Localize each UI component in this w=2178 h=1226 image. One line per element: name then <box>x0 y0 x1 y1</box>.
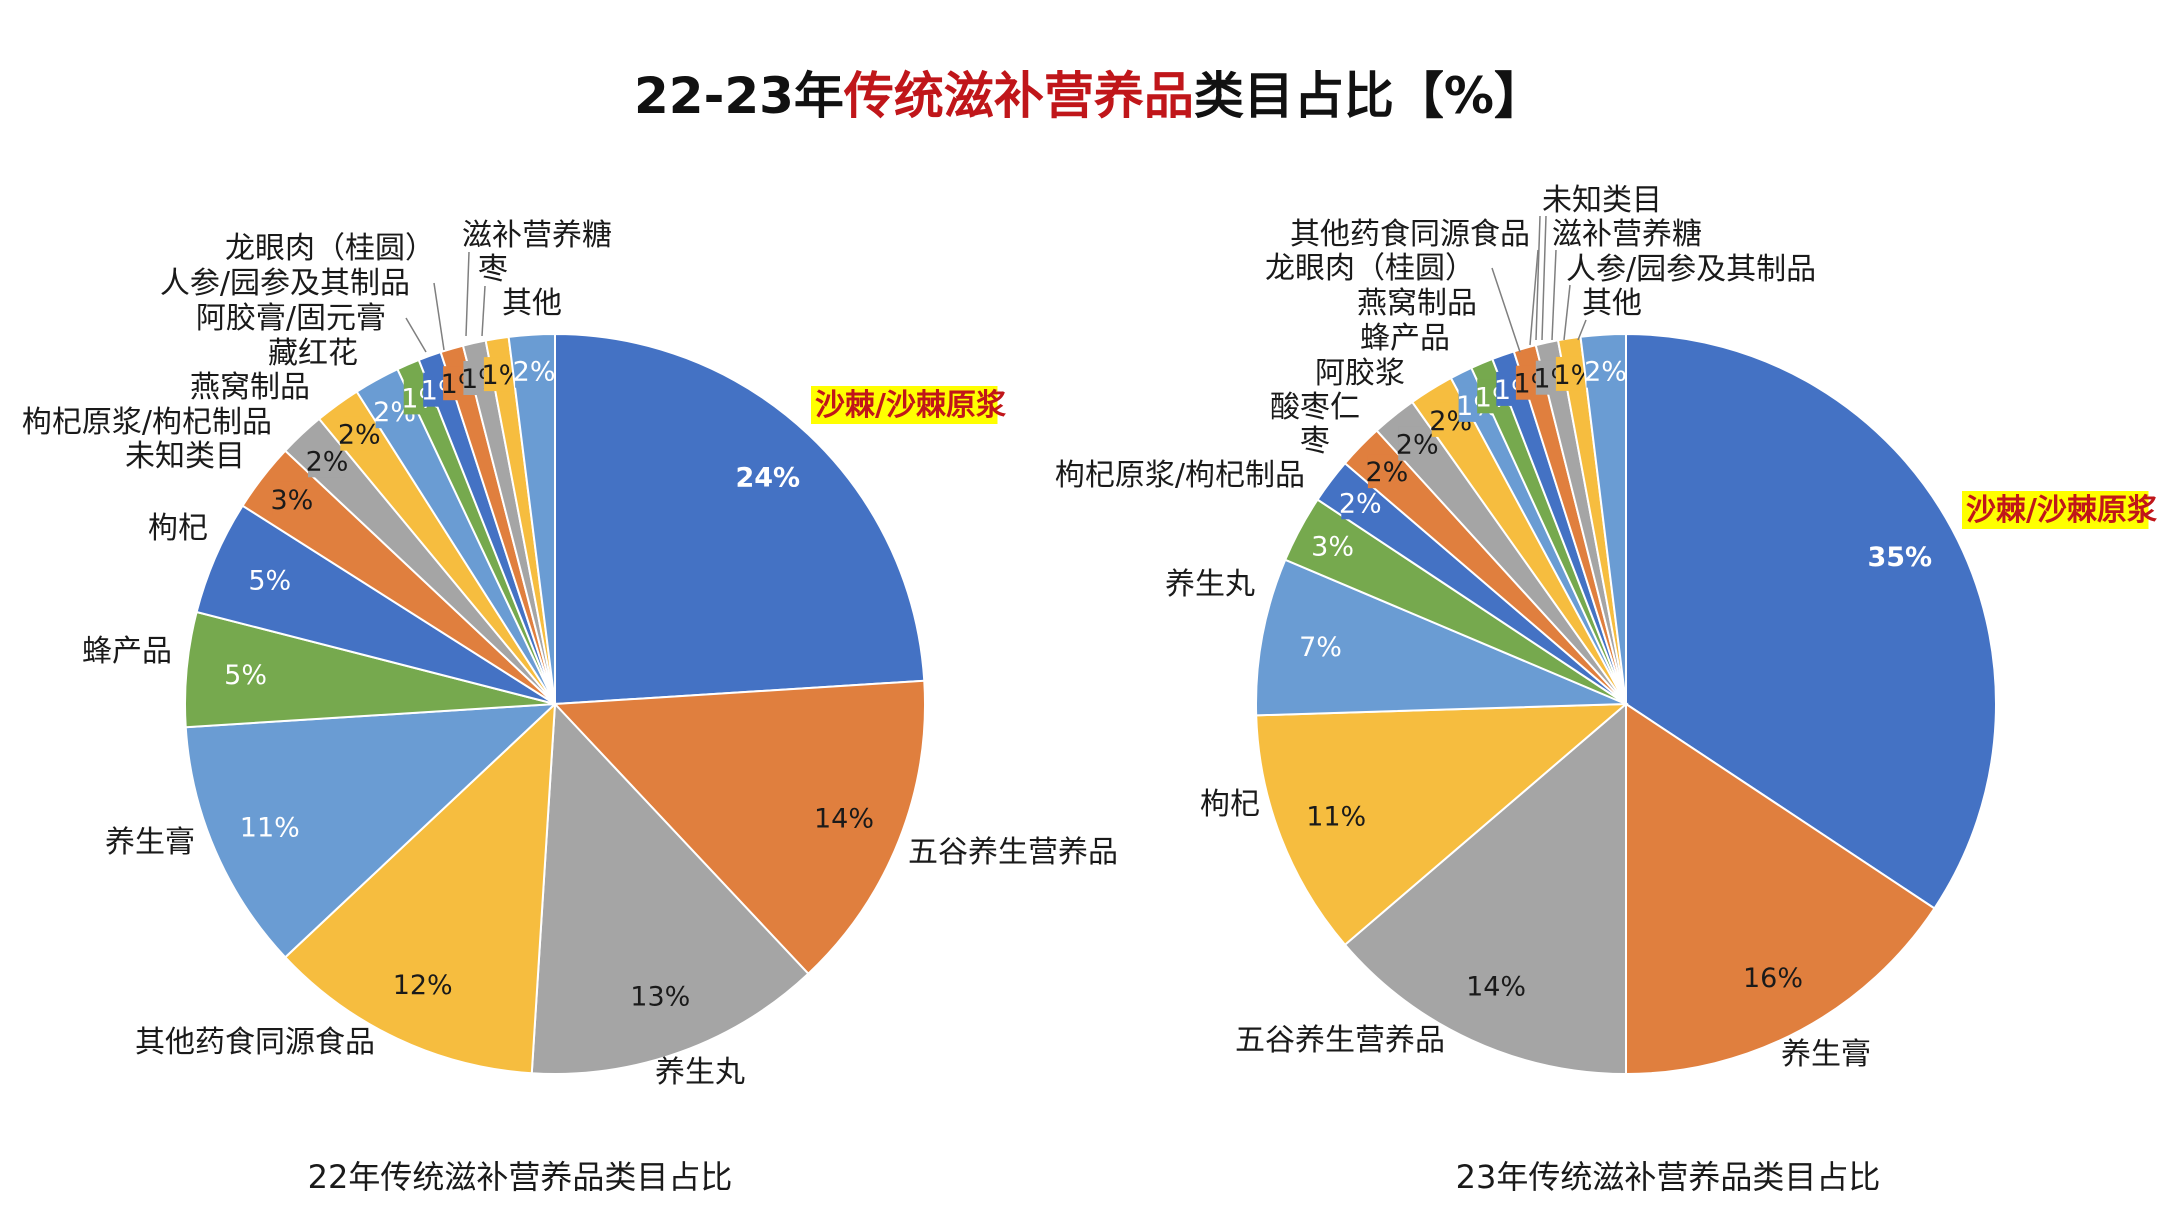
pct-label-box <box>1398 426 1437 461</box>
category-label: 养生丸 <box>655 1055 745 1090</box>
pct-label: 2% <box>1584 357 1627 388</box>
pct-label: 7% <box>1299 632 1342 663</box>
leader-line <box>481 285 486 337</box>
pct-label-box <box>340 416 379 451</box>
page-title-highlight: 传统滋补营养品 <box>843 67 1194 125</box>
category-label: 枸杞 <box>1200 787 1260 822</box>
pct-label: 24% <box>735 462 800 493</box>
category-label: 人参/园参及其制品 <box>160 266 410 301</box>
pie-chart-1: 24% 沙棘/沙棘原浆 14% 五谷养生营养品 13% 养生丸 12% 其他药食同源食品 11%… <box>22 218 1118 1196</box>
pie-chart-2: 35% 沙棘/沙棘原浆 16% 养生膏 14% 五谷养生营养品 11% 枸杞 7% 养生丸 3% 枸杞… <box>1055 183 2157 1196</box>
category-label: 养生膏 <box>105 825 195 860</box>
pct-label-box <box>272 481 311 516</box>
leader-line <box>1551 249 1557 341</box>
category-label: 沙棘/沙棘原浆 <box>815 388 1006 423</box>
category-label: 枣 <box>478 252 508 287</box>
category-label: 酸枣仁 <box>1270 390 1360 425</box>
leader-line <box>465 251 470 337</box>
leader-line <box>1491 267 1521 353</box>
highlight-box <box>1962 491 2149 529</box>
pct-label: 35% <box>1867 542 1932 573</box>
pct-label: 2% <box>1365 457 1408 488</box>
pct-label-box <box>1341 485 1380 520</box>
category-label: 其他 <box>502 286 562 321</box>
pct-label: 5% <box>248 566 291 597</box>
category-label: 枸杞原浆/枸杞制品 <box>22 405 272 440</box>
category-label: 燕窝制品 <box>1357 286 1477 321</box>
pct-label-box <box>1313 528 1352 563</box>
pct-label-box <box>308 443 346 478</box>
pct-label: 13% <box>630 981 690 1012</box>
pct-label: 14% <box>814 803 874 834</box>
category-label: 燕窝制品 <box>190 370 310 405</box>
highlight-box <box>811 386 998 424</box>
category-label: 滋补营养糖 <box>462 218 612 253</box>
leader-line <box>1529 249 1539 346</box>
pct-label: 11% <box>1306 801 1366 832</box>
leader-line <box>433 282 445 351</box>
category-label: 其他药食同源食品 <box>1290 217 1530 252</box>
category-label: 养生丸 <box>1165 567 1255 602</box>
pct-label: 2% <box>1339 488 1382 519</box>
category-label: 龙眼肉（桂圆） <box>225 231 435 266</box>
chart-title: 22年传统滋补营养品类目占比 <box>308 1158 733 1196</box>
category-label: 藏红花 <box>268 336 358 371</box>
pct-label-box <box>1586 353 1625 388</box>
pct-label: 14% <box>1466 971 1526 1002</box>
pie-slice <box>554 332 926 706</box>
pie-slice <box>1255 558 1627 717</box>
pie-slice <box>1579 332 1627 705</box>
pct-label: 2% <box>306 446 349 477</box>
pie-slice <box>552 679 926 976</box>
pct-label: 5% <box>224 660 267 691</box>
pie-slice <box>507 332 556 705</box>
pie-slice <box>530 701 810 1075</box>
pie-slice <box>1625 702 1936 1076</box>
category-label: 养生膏 <box>1781 1037 1871 1072</box>
chart-title: 23年传统滋补营养品类目占比 <box>1456 1158 1881 1196</box>
pct-label: 2% <box>338 420 381 451</box>
page-title-suffix: 类目占比【%】 <box>1193 67 1545 125</box>
category-label: 阿胶浆 <box>1315 356 1405 391</box>
category-label: 滋补营养糖 <box>1552 217 1702 252</box>
pct-label-box <box>515 353 554 388</box>
category-label: 枸杞 <box>148 511 208 546</box>
category-label: 蜂产品 <box>82 634 172 669</box>
category-label: 枣 <box>1300 424 1330 459</box>
category-label: 五谷养生营养品 <box>1235 1023 1445 1058</box>
category-label: 其他药食同源食品 <box>135 1025 375 1060</box>
category-label: 未知类目 <box>1542 183 1662 218</box>
leader-line <box>1541 215 1547 341</box>
category-label: 龙眼肉（桂圆） <box>1265 251 1475 286</box>
category-label: 五谷养生营养品 <box>908 835 1118 870</box>
pct-label: 2% <box>1396 430 1439 461</box>
pct-label: 3% <box>270 485 313 516</box>
category-label: 蜂产品 <box>1360 321 1450 356</box>
pct-label: 16% <box>1743 963 1803 994</box>
category-label: 未知类目 <box>125 439 245 474</box>
leader-line <box>1577 319 1587 341</box>
pie-slice <box>283 701 557 1075</box>
pct-label: 12% <box>393 970 453 1001</box>
category-label: 人参/园参及其制品 <box>1566 252 1816 287</box>
leader-line <box>1535 215 1541 341</box>
pct-label: 3% <box>1311 532 1354 563</box>
page-title-prefix: 22-23年 <box>633 67 844 125</box>
leader-line <box>405 317 427 353</box>
pct-label: 2% <box>513 357 556 388</box>
page-title: 22-23年传统滋补营养品类目占比【%】 <box>0 56 2178 128</box>
pie-slice <box>1343 701 1627 1076</box>
category-label: 枸杞原浆/枸杞制品 <box>1055 458 1305 493</box>
category-label: 沙棘/沙棘原浆 <box>1966 493 2157 528</box>
category-label: 其他 <box>1582 286 1642 321</box>
pie-slice <box>184 702 558 959</box>
category-label: 阿胶膏/固元膏 <box>196 301 386 336</box>
pct-label: 11% <box>240 812 300 843</box>
pie-slice <box>1255 702 1629 947</box>
leader-line <box>1563 284 1571 341</box>
